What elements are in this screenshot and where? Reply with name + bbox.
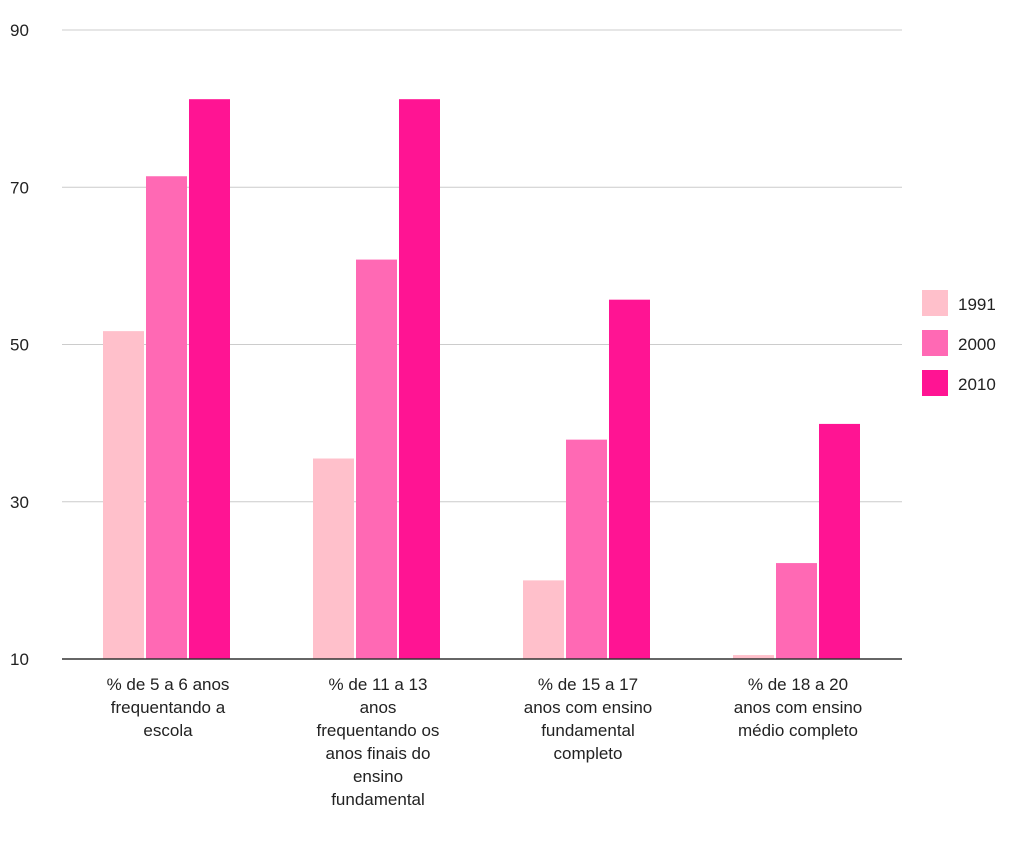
x-category-label: % de 5 a 6 anos frequentando a escola <box>107 675 230 740</box>
y-tick-label: 90 <box>10 21 29 40</box>
x-category-line: ensino <box>353 767 403 786</box>
x-category-line: % de 11 a 13 <box>329 675 428 694</box>
x-category-line: % de 18 a 20 <box>748 675 848 694</box>
x-category-line: médio completo <box>738 721 858 740</box>
bar-2000 <box>776 563 817 659</box>
bar-2010 <box>609 299 650 659</box>
legend-label: 2000 <box>958 335 996 354</box>
bar-2010 <box>819 423 860 659</box>
bar-2010 <box>399 99 440 659</box>
y-tick-label: 10 <box>10 650 29 669</box>
x-category-line: frequentando os <box>317 721 440 740</box>
bar-2000 <box>146 176 187 659</box>
x-category-label: % de 11 a 13 anos frequentando os anos fina… <box>317 675 440 809</box>
legend-label: 1991 <box>958 295 996 314</box>
x-category-label: % de 18 a 20 anos com ensino médio complet… <box>734 675 863 740</box>
y-tick-label: 50 <box>10 336 29 355</box>
x-category-line: escola <box>143 721 193 740</box>
legend-label: 2010 <box>958 375 996 394</box>
x-category-line: anos <box>360 698 397 717</box>
x-category-line: fundamental <box>541 721 635 740</box>
bar-1991 <box>523 580 564 659</box>
legend-swatch-1991 <box>922 290 948 316</box>
x-category-line: anos finais do <box>326 744 431 763</box>
bar-1991 <box>313 458 354 659</box>
bar-1991 <box>103 331 144 659</box>
x-category-line: anos com ensino <box>524 698 653 717</box>
x-category-line: % de 15 a 17 <box>538 675 638 694</box>
y-tick-label: 70 <box>10 178 29 197</box>
x-category-line: % de 5 a 6 anos <box>107 675 230 694</box>
x-category-line: completo <box>554 744 623 763</box>
bar-2000 <box>356 259 397 659</box>
x-category-line: anos com ensino <box>734 698 863 717</box>
x-axis-labels: % de 5 a 6 anos frequentando a escola% de … <box>107 675 863 809</box>
legend-swatch-2010 <box>922 370 948 396</box>
y-axis-ticks: 10 30 50 70 90 <box>10 21 29 669</box>
legend-swatch-2000 <box>922 330 948 356</box>
bars <box>103 99 860 659</box>
legend: 1991 2000 2010 <box>922 290 996 396</box>
y-tick-label: 30 <box>10 493 29 512</box>
x-category-line: frequentando a <box>111 698 226 717</box>
gridlines <box>62 29 902 503</box>
bar-2000 <box>566 439 607 659</box>
x-category-line: fundamental <box>331 790 425 809</box>
bar-2010 <box>189 99 230 659</box>
x-category-label: % de 15 a 17 anos com ensino fundamental co… <box>524 675 653 763</box>
bar-1991 <box>733 655 774 659</box>
